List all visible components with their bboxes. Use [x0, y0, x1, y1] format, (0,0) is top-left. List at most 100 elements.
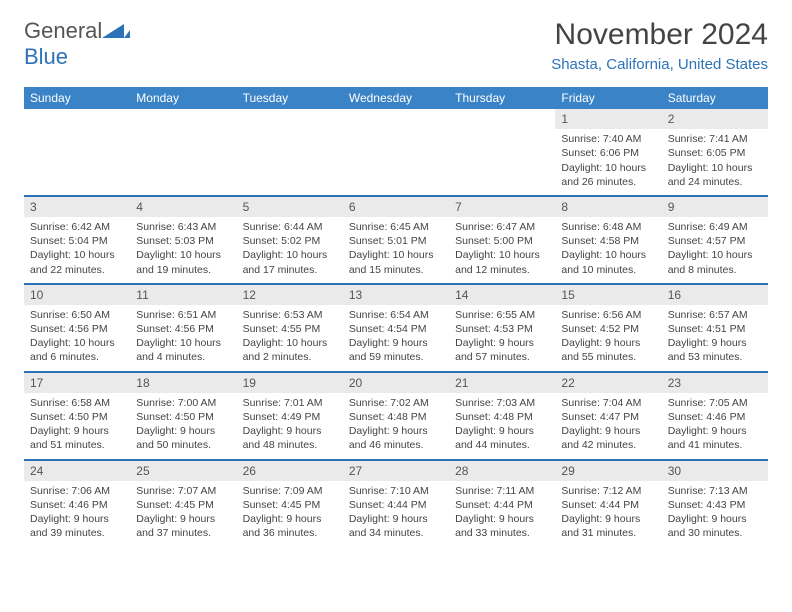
logo-text: General Blue	[24, 18, 130, 70]
day-line: and 37 minutes.	[136, 526, 230, 540]
day-cell: 13Sunrise: 6:54 AMSunset: 4:54 PMDayligh…	[343, 285, 449, 371]
day-line: Sunrise: 6:44 AM	[243, 220, 337, 234]
day-cell: 28Sunrise: 7:11 AMSunset: 4:44 PMDayligh…	[449, 461, 555, 547]
day-line: Sunset: 4:55 PM	[243, 322, 337, 336]
day-line: and 19 minutes.	[136, 263, 230, 277]
day-line: Sunrise: 7:12 AM	[561, 484, 655, 498]
day-cell	[130, 109, 236, 195]
day-line: Sunrise: 7:13 AM	[668, 484, 762, 498]
day-cell: 24Sunrise: 7:06 AMSunset: 4:46 PMDayligh…	[24, 461, 130, 547]
day-line: Sunset: 4:45 PM	[136, 498, 230, 512]
day-line: Daylight: 9 hours	[243, 512, 337, 526]
day-line: Sunset: 4:43 PM	[668, 498, 762, 512]
day-cell: 12Sunrise: 6:53 AMSunset: 4:55 PMDayligh…	[237, 285, 343, 371]
day-number: 8	[555, 197, 661, 217]
day-body: Sunrise: 6:55 AMSunset: 4:53 PMDaylight:…	[449, 305, 555, 371]
calendar-page: General Blue November 2024 Shasta, Calif…	[0, 0, 792, 546]
day-line: Daylight: 9 hours	[349, 424, 443, 438]
day-cell	[343, 109, 449, 195]
day-header: Tuesday	[237, 87, 343, 109]
day-cell: 23Sunrise: 7:05 AMSunset: 4:46 PMDayligh…	[662, 373, 768, 459]
day-body: Sunrise: 7:01 AMSunset: 4:49 PMDaylight:…	[237, 393, 343, 459]
day-line: and 59 minutes.	[349, 350, 443, 364]
day-line: Sunset: 4:48 PM	[455, 410, 549, 424]
day-number: 11	[130, 285, 236, 305]
day-line: Sunset: 4:58 PM	[561, 234, 655, 248]
day-number: 20	[343, 373, 449, 393]
day-number: 3	[24, 197, 130, 217]
day-body	[130, 113, 236, 122]
day-body: Sunrise: 6:57 AMSunset: 4:51 PMDaylight:…	[662, 305, 768, 371]
day-line: Sunrise: 7:00 AM	[136, 396, 230, 410]
day-line: Sunrise: 6:47 AM	[455, 220, 549, 234]
day-cell: 2Sunrise: 7:41 AMSunset: 6:05 PMDaylight…	[662, 109, 768, 195]
day-line: and 55 minutes.	[561, 350, 655, 364]
day-line: Sunrise: 6:54 AM	[349, 308, 443, 322]
week-row: 17Sunrise: 6:58 AMSunset: 4:50 PMDayligh…	[24, 373, 768, 461]
day-body: Sunrise: 6:56 AMSunset: 4:52 PMDaylight:…	[555, 305, 661, 371]
day-cell: 9Sunrise: 6:49 AMSunset: 4:57 PMDaylight…	[662, 197, 768, 283]
day-line: Sunrise: 6:42 AM	[30, 220, 124, 234]
day-line: and 46 minutes.	[349, 438, 443, 452]
day-line: Daylight: 9 hours	[561, 512, 655, 526]
day-line: Daylight: 9 hours	[561, 424, 655, 438]
day-line: Sunset: 4:50 PM	[30, 410, 124, 424]
day-line: Sunrise: 7:09 AM	[243, 484, 337, 498]
day-line: Daylight: 10 hours	[455, 248, 549, 262]
day-line: Daylight: 9 hours	[668, 336, 762, 350]
day-line: and 8 minutes.	[668, 263, 762, 277]
day-line: and 39 minutes.	[30, 526, 124, 540]
day-line: Sunrise: 6:49 AM	[668, 220, 762, 234]
day-line: Sunset: 6:05 PM	[668, 146, 762, 160]
day-line: Sunset: 4:50 PM	[136, 410, 230, 424]
day-line: and 22 minutes.	[30, 263, 124, 277]
day-cell: 22Sunrise: 7:04 AMSunset: 4:47 PMDayligh…	[555, 373, 661, 459]
day-header: Friday	[555, 87, 661, 109]
day-header-row: SundayMondayTuesdayWednesdayThursdayFrid…	[24, 87, 768, 109]
day-body: Sunrise: 6:58 AMSunset: 4:50 PMDaylight:…	[24, 393, 130, 459]
day-line: Sunrise: 7:03 AM	[455, 396, 549, 410]
day-line: and 41 minutes.	[668, 438, 762, 452]
day-cell: 16Sunrise: 6:57 AMSunset: 4:51 PMDayligh…	[662, 285, 768, 371]
day-line: Daylight: 9 hours	[668, 424, 762, 438]
day-body: Sunrise: 7:05 AMSunset: 4:46 PMDaylight:…	[662, 393, 768, 459]
day-header: Wednesday	[343, 87, 449, 109]
day-cell	[237, 109, 343, 195]
day-line: Sunset: 5:00 PM	[455, 234, 549, 248]
day-line: Sunrise: 7:10 AM	[349, 484, 443, 498]
day-cell: 6Sunrise: 6:45 AMSunset: 5:01 PMDaylight…	[343, 197, 449, 283]
day-cell: 19Sunrise: 7:01 AMSunset: 4:49 PMDayligh…	[237, 373, 343, 459]
day-body	[343, 113, 449, 122]
day-number: 7	[449, 197, 555, 217]
day-line: Sunset: 5:02 PM	[243, 234, 337, 248]
day-number: 28	[449, 461, 555, 481]
day-body: Sunrise: 7:12 AMSunset: 4:44 PMDaylight:…	[555, 481, 661, 547]
day-line: and 53 minutes.	[668, 350, 762, 364]
calendar-grid: SundayMondayTuesdayWednesdayThursdayFrid…	[24, 87, 768, 546]
day-line: Daylight: 10 hours	[243, 248, 337, 262]
day-body: Sunrise: 7:02 AMSunset: 4:48 PMDaylight:…	[343, 393, 449, 459]
day-line: Daylight: 9 hours	[30, 424, 124, 438]
day-number: 12	[237, 285, 343, 305]
day-line: Daylight: 9 hours	[561, 336, 655, 350]
day-cell: 25Sunrise: 7:07 AMSunset: 4:45 PMDayligh…	[130, 461, 236, 547]
day-line: and 15 minutes.	[349, 263, 443, 277]
day-line: Sunrise: 6:57 AM	[668, 308, 762, 322]
day-number: 23	[662, 373, 768, 393]
day-line: and 30 minutes.	[668, 526, 762, 540]
day-number: 26	[237, 461, 343, 481]
week-row: 24Sunrise: 7:06 AMSunset: 4:46 PMDayligh…	[24, 461, 768, 547]
day-number: 22	[555, 373, 661, 393]
day-cell: 11Sunrise: 6:51 AMSunset: 4:56 PMDayligh…	[130, 285, 236, 371]
day-line: and 12 minutes.	[455, 263, 549, 277]
day-line: and 51 minutes.	[30, 438, 124, 452]
day-header: Saturday	[662, 87, 768, 109]
week-row: 1Sunrise: 7:40 AMSunset: 6:06 PMDaylight…	[24, 109, 768, 197]
week-row: 10Sunrise: 6:50 AMSunset: 4:56 PMDayligh…	[24, 285, 768, 373]
day-line: Sunrise: 6:45 AM	[349, 220, 443, 234]
day-line: Daylight: 10 hours	[136, 248, 230, 262]
day-line: and 36 minutes.	[243, 526, 337, 540]
day-cell: 8Sunrise: 6:48 AMSunset: 4:58 PMDaylight…	[555, 197, 661, 283]
day-body: Sunrise: 7:40 AMSunset: 6:06 PMDaylight:…	[555, 129, 661, 195]
day-line: Sunrise: 6:50 AM	[30, 308, 124, 322]
